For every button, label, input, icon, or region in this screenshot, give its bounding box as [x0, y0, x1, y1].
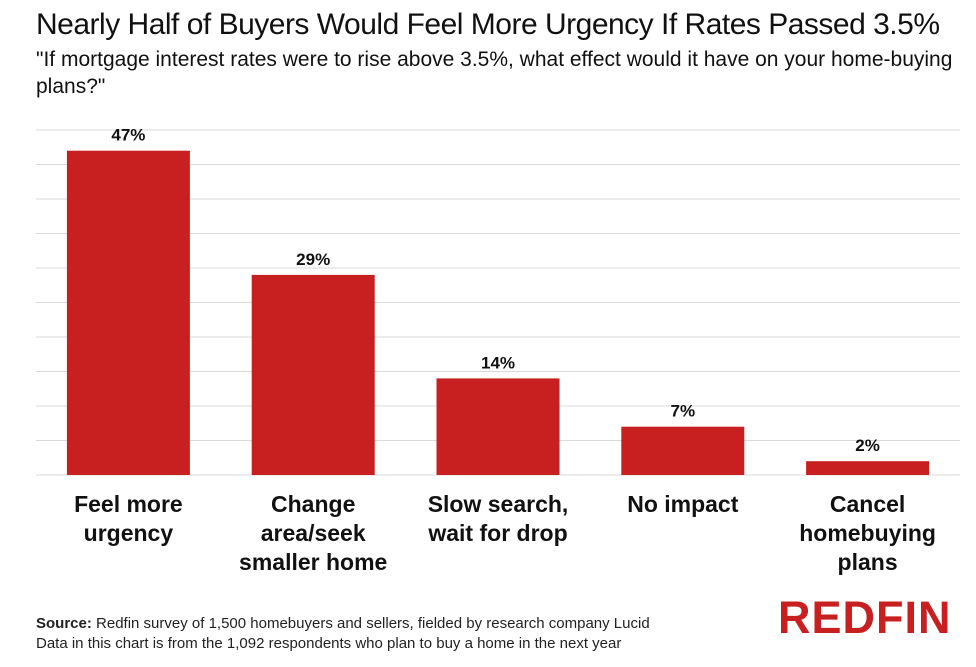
source-line: Source: Redfin survey of 1,500 homebuyer… [36, 614, 650, 634]
bar [66, 150, 190, 475]
gridlines [36, 129, 960, 476]
chart-subtitle: "If mortgage interest rates were to rise… [36, 48, 953, 98]
value-label: 14% [481, 353, 515, 372]
bar [436, 378, 560, 475]
category-label: Cancel homebuying plans [799, 491, 936, 575]
chart-title: Nearly Half of Buyers Would Feel More Ur… [36, 8, 940, 41]
bar [251, 274, 375, 475]
value-labels: 47% 29% 14% 7% 2% [111, 126, 880, 456]
source-label: Source: [36, 615, 92, 632]
chart-footer: Source: Redfin survey of 1,500 homebuyer… [36, 614, 650, 654]
category-label: Change area/seek smaller home [239, 491, 387, 575]
value-label: 2% [855, 436, 880, 455]
redfin-logo: REDFIN [778, 592, 952, 643]
bar [621, 426, 745, 475]
bars [66, 150, 930, 475]
category-label: No impact [627, 491, 739, 517]
category-label: Slow search, wait for drop [427, 491, 568, 546]
category-labels: Feel more urgency Change area/seek smaller h… [74, 491, 936, 575]
source-text: Redfin survey of 1,500 homebuyers and se… [91, 615, 650, 632]
value-label: 47% [111, 126, 145, 145]
data-note: Data in this chart is from the 1,092 res… [36, 635, 622, 652]
value-label: 29% [296, 250, 330, 269]
value-label: 7% [671, 402, 696, 421]
category-label: Feel more urgency [74, 491, 183, 546]
bar-chart: 47% 29% 14% 7% 2% Feel more urgency Change area… [36, 126, 960, 575]
bar [806, 461, 930, 475]
